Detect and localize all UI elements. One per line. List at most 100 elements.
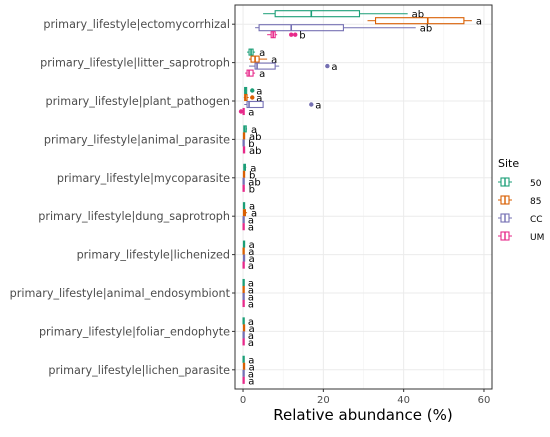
significance-letter: a bbox=[248, 293, 254, 304]
x-tick-label: 60 bbox=[478, 395, 491, 406]
outlier-point bbox=[238, 109, 244, 114]
box-50-2: a bbox=[244, 87, 262, 98]
significance-letter: b bbox=[248, 139, 254, 150]
legend-label: 85 bbox=[530, 197, 541, 207]
box-iqr bbox=[246, 100, 264, 109]
y-tick-label: primary_lifestyle|lichenized bbox=[77, 249, 230, 262]
significance-letter: a bbox=[248, 286, 254, 297]
box-CC-5: a bbox=[242, 216, 254, 227]
box-50-8: a bbox=[242, 317, 254, 328]
box-CC-3: b bbox=[242, 139, 255, 150]
significance-letter: a bbox=[249, 202, 255, 213]
legend: Site 50 85 CC UM bbox=[498, 157, 544, 243]
box-85-9: a bbox=[242, 362, 255, 373]
y-tick-label: primary_lifestyle|plant_pathogen bbox=[45, 95, 230, 108]
grid-layer bbox=[235, 5, 492, 389]
significance-letter: b bbox=[299, 31, 305, 42]
outlier-point bbox=[289, 32, 294, 37]
box-85-8: a bbox=[242, 324, 255, 335]
significance-letter: a bbox=[248, 300, 254, 311]
box-85-5: a bbox=[242, 209, 257, 220]
box-UM-9: a bbox=[242, 376, 254, 387]
axis-layer: primary_lifestyle|ectomycorrhizalprimary… bbox=[10, 18, 491, 406]
legend-title: Site bbox=[498, 157, 519, 170]
box-50-4: a bbox=[243, 163, 256, 174]
legend-item-CC: CC bbox=[498, 213, 543, 225]
box-85-0: a bbox=[367, 17, 482, 28]
box-UM-6: a bbox=[242, 261, 254, 272]
significance-letter: a bbox=[250, 163, 256, 174]
box-CC-6: a bbox=[242, 254, 255, 265]
box-85-3: ab bbox=[242, 132, 262, 143]
significance-letter: a bbox=[248, 338, 254, 349]
outlier-point bbox=[309, 102, 314, 107]
significance-letter: b bbox=[249, 170, 255, 181]
box-CC-7: a bbox=[242, 293, 254, 304]
legend-item-UM: UM bbox=[498, 231, 544, 243]
legend-label: 50 bbox=[530, 179, 542, 189]
box-UM-7: a bbox=[242, 300, 254, 311]
box-iqr bbox=[274, 10, 361, 18]
significance-letter: a bbox=[271, 55, 277, 66]
significance-letter: b bbox=[249, 184, 255, 195]
box-CC-2: a bbox=[244, 101, 321, 112]
box-85-6: a bbox=[242, 247, 254, 258]
box-85-7: a bbox=[242, 286, 254, 297]
significance-letter: a bbox=[248, 247, 254, 258]
box-50-3: a bbox=[243, 125, 257, 136]
significance-letter: a bbox=[248, 279, 254, 290]
box-iqr bbox=[254, 62, 276, 70]
significance-letter: a bbox=[248, 331, 254, 342]
outlier-point bbox=[250, 95, 255, 100]
outlier-point bbox=[293, 32, 298, 37]
box-UM-0: b bbox=[267, 31, 306, 42]
box-UM-5: a bbox=[242, 223, 254, 234]
significance-letter: a bbox=[259, 48, 265, 59]
x-axis-title: Relative abundance (%) bbox=[273, 406, 452, 424]
significance-letter: a bbox=[476, 17, 482, 28]
significance-letter: a bbox=[248, 369, 254, 380]
box-50-1: a bbox=[247, 48, 265, 59]
outlier-point bbox=[250, 88, 255, 93]
x-tick-label: 20 bbox=[317, 395, 330, 406]
significance-letter: a bbox=[248, 355, 254, 366]
box-iqr bbox=[246, 69, 254, 77]
legend-label: CC bbox=[530, 215, 543, 225]
significance-letter: a bbox=[259, 69, 265, 80]
significance-letter: a bbox=[249, 362, 255, 373]
significance-letter: a bbox=[331, 62, 337, 73]
box-85-2: a bbox=[243, 94, 262, 105]
box-CC-1: a bbox=[249, 62, 338, 73]
significance-letter: a bbox=[248, 317, 254, 328]
significance-letter: a bbox=[249, 240, 255, 251]
significance-letter: a bbox=[248, 216, 254, 227]
box-iqr bbox=[374, 17, 465, 25]
y-tick-label: primary_lifestyle|animal_parasite bbox=[44, 133, 230, 146]
significance-letter: a bbox=[249, 254, 255, 265]
box-50-0: ab bbox=[263, 10, 424, 21]
y-tick-label: primary_lifestyle|animal_endosymbiont bbox=[10, 287, 231, 300]
significance-letter: ab bbox=[249, 146, 261, 157]
y-tick-label: primary_lifestyle|lichen_parasite bbox=[48, 364, 230, 377]
outlier-point bbox=[325, 63, 330, 69]
box-UM-8: a bbox=[242, 338, 254, 349]
box-50-5: a bbox=[242, 202, 255, 213]
significance-letter: ab bbox=[249, 132, 261, 143]
y-tick-label: primary_lifestyle|mycoparasite bbox=[57, 172, 230, 185]
legend-item-50: 50 bbox=[498, 177, 542, 189]
box-UM-1: a bbox=[245, 69, 265, 80]
box-85-1: a bbox=[249, 55, 277, 66]
marks-layer: abaaaaaaaaaaaaabbaaaaaabaababaaaaabaaabb… bbox=[238, 10, 482, 387]
y-tick-label: primary_lifestyle|foliar_endophyte bbox=[39, 325, 230, 338]
significance-letter: a bbox=[256, 87, 262, 98]
box-50-6: a bbox=[242, 240, 255, 251]
panel-border bbox=[234, 4, 493, 390]
legend-label: UM bbox=[530, 233, 544, 243]
significance-letter: a bbox=[315, 101, 321, 112]
box-85-4: b bbox=[242, 170, 255, 181]
significance-letter: a bbox=[251, 209, 257, 220]
significance-letter: ab bbox=[420, 24, 432, 35]
box-50-9: a bbox=[242, 355, 254, 366]
